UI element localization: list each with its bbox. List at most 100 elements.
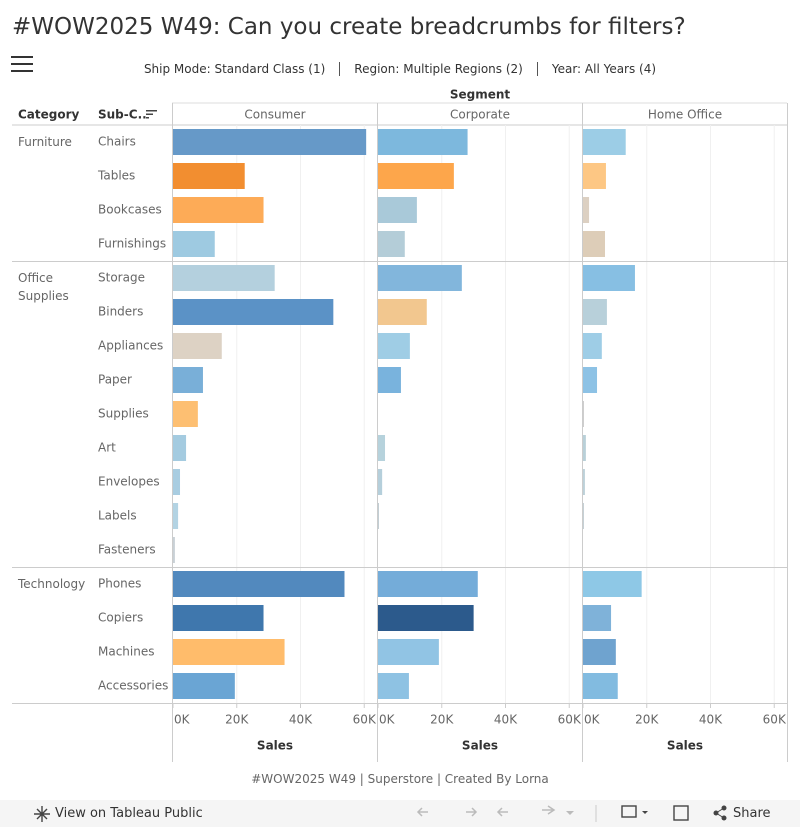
row-header: Category bbox=[18, 108, 80, 122]
bar bbox=[378, 299, 427, 325]
facet-label: Segment bbox=[450, 88, 511, 102]
view-link[interactable]: View on Tableau Public bbox=[55, 806, 203, 821]
row-header: Sub-C.. bbox=[98, 108, 147, 122]
y-tick-label: Labels bbox=[98, 509, 137, 523]
bar bbox=[583, 435, 586, 461]
bar bbox=[378, 469, 383, 495]
x-axis-label: Sales bbox=[257, 739, 293, 753]
x-tick-label: 20K bbox=[430, 713, 454, 727]
bar bbox=[583, 367, 598, 393]
y-tick-label: Bookcases bbox=[98, 203, 162, 217]
bar bbox=[173, 673, 235, 699]
y-tick-label: Appliances bbox=[98, 339, 163, 353]
bar bbox=[583, 639, 616, 665]
y-tick-label: Machines bbox=[98, 645, 154, 659]
bar bbox=[583, 129, 626, 155]
bar bbox=[583, 197, 590, 223]
category-label: Technology bbox=[18, 577, 86, 591]
bar bbox=[173, 367, 203, 393]
menu-icon[interactable] bbox=[10, 54, 44, 78]
bar bbox=[378, 333, 410, 359]
bar bbox=[583, 673, 618, 699]
bar bbox=[173, 401, 198, 427]
filter-crumb: Year: All Years (4) bbox=[536, 62, 670, 76]
bar bbox=[378, 435, 386, 461]
y-tick-label: Chairs bbox=[98, 135, 136, 149]
y-tick-label: Furnishings bbox=[98, 237, 166, 251]
x-tick-label: 20K bbox=[635, 713, 659, 727]
bar bbox=[583, 231, 605, 257]
bar bbox=[583, 571, 642, 597]
bar bbox=[173, 163, 245, 189]
bar bbox=[583, 605, 612, 631]
bar bbox=[583, 469, 585, 495]
filter-crumb: Ship Mode: Standard Class (1) bbox=[143, 62, 326, 76]
bar bbox=[173, 265, 275, 291]
bar bbox=[378, 265, 462, 291]
bar bbox=[378, 129, 468, 155]
x-tick-label: 0K bbox=[584, 713, 601, 727]
y-tick-label: Fasteners bbox=[98, 543, 156, 557]
bar bbox=[378, 163, 454, 189]
bar bbox=[378, 673, 409, 699]
tableau-icon bbox=[34, 806, 50, 822]
y-tick-label: Art bbox=[98, 441, 116, 455]
bar bbox=[378, 605, 474, 631]
bar bbox=[173, 333, 222, 359]
bar bbox=[378, 571, 478, 597]
bar bbox=[583, 163, 606, 189]
y-tick-label: Supplies bbox=[98, 407, 149, 421]
bar bbox=[583, 299, 607, 325]
x-tick-label: 60K bbox=[763, 713, 787, 727]
share-button[interactable]: Share bbox=[733, 806, 771, 821]
toolbar: View on Tableau Public Share bbox=[0, 800, 800, 827]
facet-header: Corporate bbox=[450, 108, 510, 122]
bar bbox=[378, 639, 439, 665]
x-tick-label: 40K bbox=[289, 713, 313, 727]
footer: #WOW2025 W49 | Superstore | Created By L… bbox=[251, 772, 549, 786]
x-tick-label: 0K bbox=[174, 713, 191, 727]
bar bbox=[173, 469, 181, 495]
toolbar-icons bbox=[416, 805, 727, 822]
x-tick-label: 60K bbox=[353, 713, 377, 727]
bar bbox=[173, 537, 175, 563]
x-tick-label: 40K bbox=[699, 713, 723, 727]
x-axis-label: Sales bbox=[667, 739, 703, 753]
x-axis-label: Sales bbox=[462, 739, 498, 753]
y-tick-label: Paper bbox=[98, 373, 132, 387]
filter-crumb: Region: Multiple Regions (2) bbox=[339, 62, 537, 76]
bar bbox=[173, 231, 215, 257]
x-tick-label: 20K bbox=[225, 713, 249, 727]
category-label: Furniture bbox=[18, 135, 72, 149]
x-tick-label: 40K bbox=[494, 713, 518, 727]
bar bbox=[173, 571, 345, 597]
bar bbox=[173, 299, 334, 325]
sort-icon bbox=[146, 113, 153, 115]
bar bbox=[583, 503, 584, 529]
filter-breadcrumbs: Ship Mode: Standard Class (1) Region: Mul… bbox=[0, 62, 800, 76]
y-tick-label: Envelopes bbox=[98, 475, 160, 489]
category-label: Office Supplies bbox=[18, 271, 69, 303]
chart: Segment Category Sub-C.. Consumer 0K 20K 40K 60… bbox=[12, 88, 788, 762]
bar bbox=[173, 639, 285, 665]
x-tick-label: 0K bbox=[379, 713, 396, 727]
bar bbox=[583, 265, 635, 291]
bar bbox=[378, 231, 405, 257]
y-tick-label: Binders bbox=[98, 305, 143, 319]
y-tick-label: Phones bbox=[98, 577, 141, 591]
bar bbox=[173, 605, 264, 631]
sort-icon bbox=[146, 117, 149, 119]
dashboard-title: #WOW2025 W49: Can you create breadcrumbs… bbox=[12, 14, 686, 40]
y-tick-label: Copiers bbox=[98, 611, 143, 625]
y-tick-label: Tables bbox=[97, 169, 135, 183]
bar bbox=[173, 435, 187, 461]
bar bbox=[378, 503, 379, 529]
bar bbox=[583, 333, 602, 359]
bar bbox=[378, 197, 417, 223]
facet-header: Consumer bbox=[244, 108, 305, 122]
bar bbox=[173, 197, 264, 223]
x-tick-label: 60K bbox=[558, 713, 582, 727]
y-tick-label: Storage bbox=[98, 271, 145, 285]
bar bbox=[378, 367, 401, 393]
